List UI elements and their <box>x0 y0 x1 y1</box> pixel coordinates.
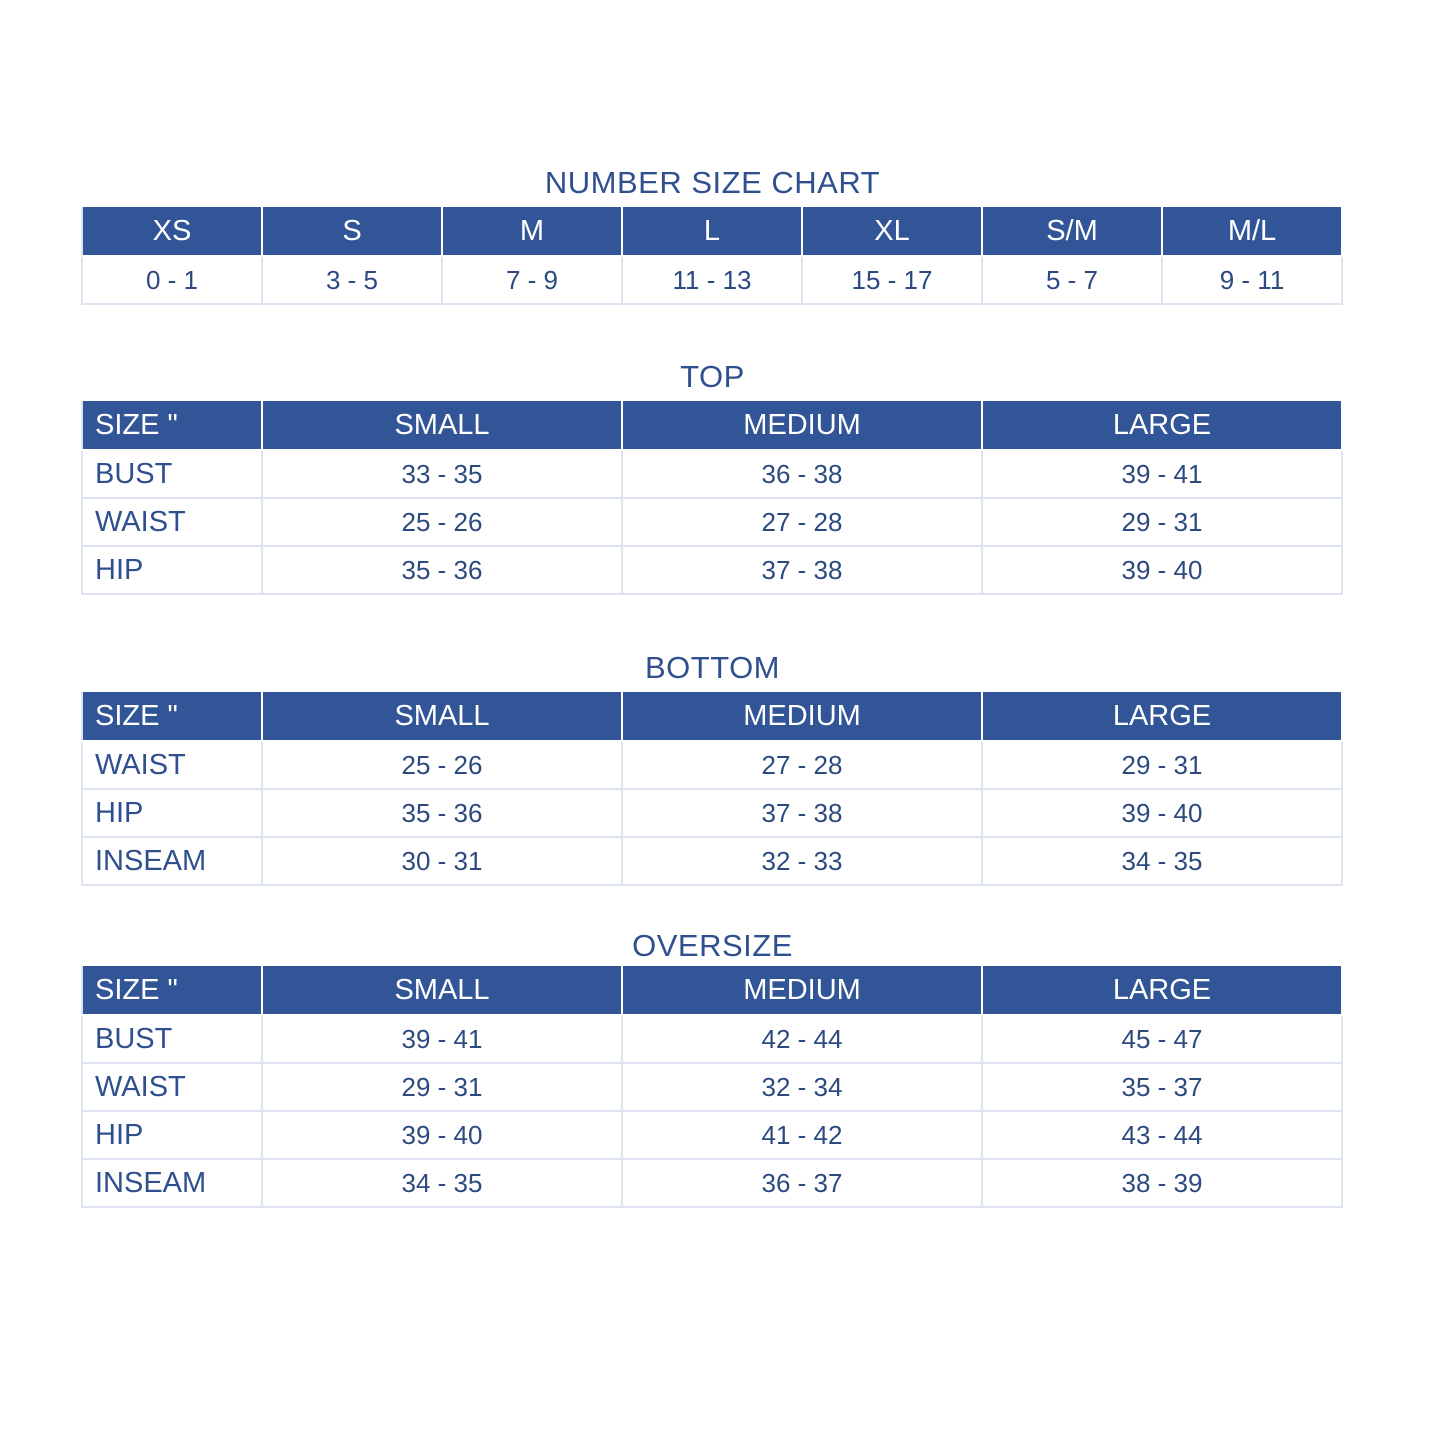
size-value: 3 - 5 <box>261 255 443 305</box>
measurement-value: 34 - 35 <box>261 1158 623 1208</box>
measurement-value: 41 - 42 <box>621 1110 983 1160</box>
measurement-value: 36 - 38 <box>621 449 983 499</box>
measurement-value: 35 - 36 <box>261 788 623 838</box>
measurement-value: 25 - 26 <box>261 497 623 547</box>
measurement-value: 36 - 37 <box>621 1158 983 1208</box>
size-header: M <box>441 207 623 257</box>
measurement-label: HIP <box>81 1110 263 1160</box>
table-row: WAIST 25 - 26 27 - 28 29 - 31 <box>81 740 1343 790</box>
measurement-label: WAIST <box>81 740 263 790</box>
size-label-header: SIZE " <box>81 401 263 451</box>
measurement-label: BUST <box>81 1014 263 1064</box>
size-value: 0 - 1 <box>81 255 263 305</box>
section-title: TOP <box>680 359 745 394</box>
measurement-value: 33 - 35 <box>261 449 623 499</box>
measurement-value: 34 - 35 <box>981 836 1343 886</box>
oversize-size-table: SIZE " SMALL MEDIUM LARGE BUST 39 - 41 42 - 44… <box>81 966 1343 1208</box>
section-title: BOTTOM <box>644 650 781 685</box>
measurement-value: 29 - 31 <box>981 497 1343 547</box>
number-size-chart-title: NUMBER SIZE CHART <box>544 165 881 200</box>
size-header: M/L <box>1161 207 1343 257</box>
measurement-label: HIP <box>81 788 263 838</box>
measurement-label: WAIST <box>81 1062 263 1112</box>
table-row: WAIST 25 - 26 27 - 28 29 - 31 <box>81 497 1343 547</box>
size-header: MEDIUM <box>621 692 983 742</box>
measurement-value: 43 - 44 <box>981 1110 1343 1160</box>
measurement-value: 27 - 28 <box>621 497 983 547</box>
measurement-value: 35 - 36 <box>261 545 623 595</box>
size-value: 15 - 17 <box>801 255 983 305</box>
size-header: S <box>261 207 443 257</box>
header-row: XS S M L XL S/M M/L <box>81 207 1343 257</box>
size-header: S/M <box>981 207 1163 257</box>
table-row: HIP 35 - 36 37 - 38 39 - 40 <box>81 545 1343 595</box>
top-size-table: SIZE " SMALL MEDIUM LARGE BUST 33 - 35 36 - 38… <box>81 401 1343 595</box>
size-header: XS <box>81 207 263 257</box>
measurement-value: 29 - 31 <box>261 1062 623 1112</box>
size-header: LARGE <box>981 401 1343 451</box>
size-header: SMALL <box>261 966 623 1016</box>
size-header: L <box>621 207 803 257</box>
measurement-value: 42 - 44 <box>621 1014 983 1064</box>
measurement-label: INSEAM <box>81 1158 263 1208</box>
section-title: OVERSIZE <box>632 928 793 963</box>
measurement-value: 27 - 28 <box>621 740 983 790</box>
measurement-value: 45 - 47 <box>981 1014 1343 1064</box>
size-value: 5 - 7 <box>981 255 1163 305</box>
table-row: HIP 35 - 36 37 - 38 39 - 40 <box>81 788 1343 838</box>
measurement-value: 32 - 34 <box>621 1062 983 1112</box>
bottom-size-table: SIZE " SMALL MEDIUM LARGE WAIST 25 - 26 27 - 2… <box>81 692 1343 886</box>
size-header: LARGE <box>981 692 1343 742</box>
header-row: SIZE " SMALL MEDIUM LARGE <box>81 401 1343 451</box>
size-label-header: SIZE " <box>81 692 263 742</box>
measurement-value: 39 - 41 <box>981 449 1343 499</box>
measurement-value: 39 - 40 <box>261 1110 623 1160</box>
measurement-value: 37 - 38 <box>621 545 983 595</box>
measurement-value: 35 - 37 <box>981 1062 1343 1112</box>
table-row: WAIST 29 - 31 32 - 34 35 - 37 <box>81 1062 1343 1112</box>
size-label-header: SIZE " <box>81 966 263 1016</box>
table-row: HIP 39 - 40 41 - 42 43 - 44 <box>81 1110 1343 1160</box>
measurement-value: 38 - 39 <box>981 1158 1343 1208</box>
measurement-value: 25 - 26 <box>261 740 623 790</box>
size-value: 7 - 9 <box>441 255 623 305</box>
measurement-value: 39 - 40 <box>981 545 1343 595</box>
table-row: BUST 33 - 35 36 - 38 39 - 41 <box>81 449 1343 499</box>
size-header: XL <box>801 207 983 257</box>
measurement-label: INSEAM <box>81 836 263 886</box>
measurement-label: WAIST <box>81 497 263 547</box>
measurement-label: HIP <box>81 545 263 595</box>
size-header: SMALL <box>261 692 623 742</box>
size-header: MEDIUM <box>621 966 983 1016</box>
measurement-value: 39 - 41 <box>261 1014 623 1064</box>
header-row: SIZE " SMALL MEDIUM LARGE <box>81 966 1343 1016</box>
measurement-label: BUST <box>81 449 263 499</box>
size-header: MEDIUM <box>621 401 983 451</box>
measurement-value: 30 - 31 <box>261 836 623 886</box>
size-value: 9 - 11 <box>1161 255 1343 305</box>
measurement-value: 39 - 40 <box>981 788 1343 838</box>
measurement-value: 37 - 38 <box>621 788 983 838</box>
measurement-value: 32 - 33 <box>621 836 983 886</box>
table-row: INSEAM 30 - 31 32 - 33 34 - 35 <box>81 836 1343 886</box>
header-row: SIZE " SMALL MEDIUM LARGE <box>81 692 1343 742</box>
table-row: BUST 39 - 41 42 - 44 45 - 47 <box>81 1014 1343 1064</box>
size-value: 11 - 13 <box>621 255 803 305</box>
table-row: INSEAM 34 - 35 36 - 37 38 - 39 <box>81 1158 1343 1208</box>
size-header: LARGE <box>981 966 1343 1016</box>
size-header: SMALL <box>261 401 623 451</box>
measurement-value: 29 - 31 <box>981 740 1343 790</box>
